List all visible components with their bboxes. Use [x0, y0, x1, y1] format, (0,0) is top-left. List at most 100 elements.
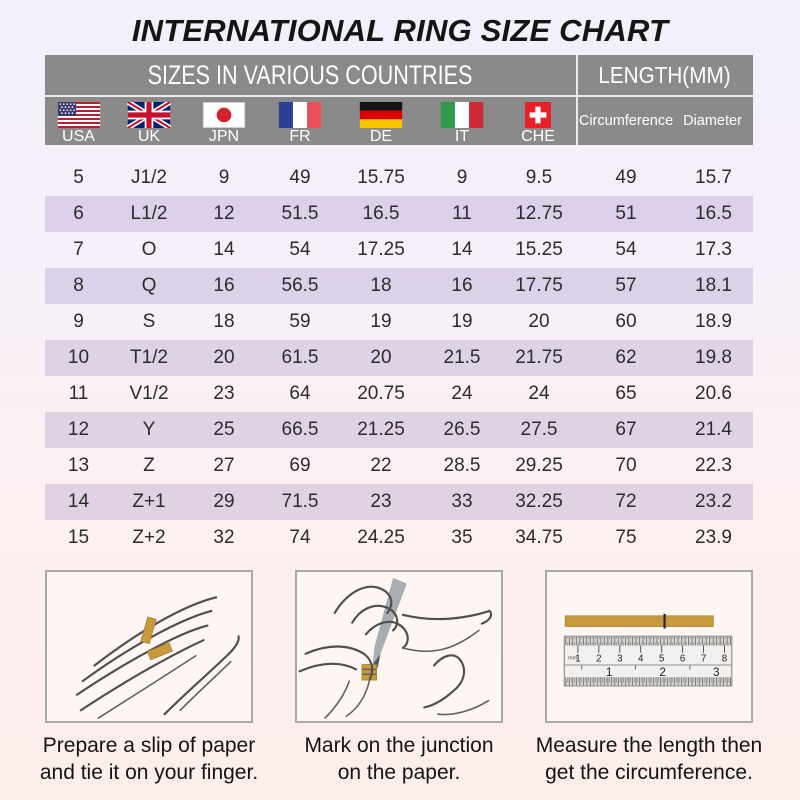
size-chart-header: SIZES IN VARIOUS COUNTRIES LENGTH(MM): [45, 55, 753, 145]
size-cell: 51: [615, 203, 637, 224]
size-cell: 75: [615, 527, 637, 548]
ruler-cm-number: 3: [617, 654, 622, 665]
ruler-cm-number: 4: [638, 654, 644, 665]
header-group-row: SIZES IN VARIOUS COUNTRIES LENGTH(MM): [45, 55, 753, 97]
table-row: 9 S 18 59 19 19 20 60 18.9: [45, 304, 753, 340]
size-cell: 17.75: [515, 275, 563, 296]
size-cell: 35: [451, 527, 473, 548]
size-cell: 32.25: [515, 491, 563, 512]
hand-with-paper-illustration: [75, 596, 240, 719]
size-cell: 24.25: [357, 527, 405, 548]
size-cell: 62: [615, 347, 637, 368]
size-cell: 9: [218, 167, 230, 188]
size-cell: L1/2: [130, 203, 168, 224]
table-row: 10 T1/2 20 61.5 20 21.5 21.75 62 19.8: [45, 340, 753, 376]
size-cell: Z: [143, 455, 155, 476]
size-cell: 49: [289, 167, 311, 188]
size-cell: 24: [528, 383, 550, 404]
size-cell: V1/2: [129, 383, 169, 404]
size-cell: 14: [67, 491, 90, 512]
size-cell: 13: [67, 455, 90, 476]
caption-line: on the paper.: [337, 761, 461, 784]
size-cell: 20: [213, 347, 235, 368]
flag-cell-it: IT: [424, 97, 500, 145]
instruction-caption-2: Mark on the junction on the paper.: [277, 732, 521, 786]
size-cell: Y: [142, 419, 156, 440]
flag-cell-che: CHE: [500, 97, 576, 145]
size-cell: 7: [73, 239, 84, 260]
size-cell: 71.5: [281, 491, 319, 512]
size-cell: 23.2: [695, 491, 732, 512]
flags-row: USA UK: [45, 97, 578, 145]
uk-flag-icon: [127, 102, 171, 128]
instruction-box-3: 1 2 3 4 5 6 7 8 mm: [545, 570, 753, 723]
size-cell: 11: [68, 383, 89, 404]
flag-label-de: DE: [369, 128, 393, 145]
size-cell: 33: [451, 491, 473, 512]
size-cell: 18.1: [695, 275, 732, 296]
size-cell: 15.25: [515, 239, 563, 260]
ruler-unit-label: mm: [568, 656, 577, 662]
size-cell: 54: [289, 239, 311, 260]
size-cell: 21.75: [515, 347, 563, 368]
size-cell: 22.3: [695, 455, 732, 476]
size-cell: 25: [213, 419, 235, 440]
germany-flag-icon: [359, 102, 403, 128]
size-cell: 19.8: [695, 347, 732, 368]
caption-line: Prepare a slip of paper: [42, 734, 256, 757]
header-length-section: LENGTH(MM): [578, 55, 751, 95]
size-cell: 9: [73, 311, 84, 332]
header-sizes-label: SIZES IN VARIOUS COUNTRIES: [148, 59, 473, 90]
table-row: 7 O 14 54 17.25 14 15.25 54 17.3: [45, 232, 753, 268]
caption-line: Measure the length then: [535, 734, 763, 757]
size-cell: 67: [615, 419, 637, 440]
table-row: 6 L1/2 12 51.5 16.5 11 12.75 51 16.5: [45, 196, 753, 232]
size-cell: 32: [213, 527, 235, 548]
size-cell: Z+2: [132, 527, 166, 548]
flag-label-it: IT: [454, 128, 470, 145]
size-chart-table: 5 J1/2 9 49 15.75 9 9.5 49 15.7 6 L1/2 12 51.5 16.5 11…: [45, 160, 753, 556]
instruction-step-3: 1 2 3 4 5 6 7 8 mm: [536, 570, 762, 786]
size-cell: 16.5: [695, 203, 732, 224]
size-cell: 70: [615, 455, 637, 476]
header-country-row: USA UK: [45, 97, 753, 145]
size-cell: 57: [615, 275, 637, 296]
size-cell: 20: [370, 347, 392, 368]
size-cell: 26.5: [443, 419, 481, 440]
hand-marking-illustration: [298, 577, 493, 719]
instruction-box-2: [295, 570, 503, 723]
size-cell: 66.5: [281, 419, 319, 440]
size-cell: 51.5: [281, 203, 319, 224]
size-cell: 23: [213, 383, 235, 404]
table-row: 12 Y 25 66.5 21.25 26.5 27.5 67 21.4: [45, 412, 753, 448]
flag-label-usa: USA: [62, 128, 95, 145]
size-cell: 54: [615, 239, 637, 260]
size-cell: S: [142, 311, 156, 332]
flag-label-che: CHE: [521, 128, 555, 145]
size-cell: 14: [213, 239, 235, 260]
flag-cell-de: DE: [338, 97, 424, 145]
ruler-cm-number: 7: [701, 654, 706, 665]
size-cell: 20.6: [695, 383, 732, 404]
size-cell: 16: [451, 275, 473, 296]
instruction-caption-3: Measure the length then get the circumfe…: [527, 732, 771, 786]
size-cell: 34.75: [515, 527, 563, 548]
flag-label-jpn: JPN: [208, 128, 240, 145]
size-cell: 56.5: [281, 275, 319, 296]
flag-cell-uk: UK: [112, 97, 186, 145]
circumference-header: Circumference: [578, 113, 674, 129]
size-cell: 12: [67, 419, 90, 440]
size-table-body: 5 J1/2 9 49 15.75 9 9.5 49 15.7 6 L1/2 12 51.5 16.5 11…: [45, 160, 753, 556]
size-cell: 24: [451, 383, 473, 404]
size-cell: 21.25: [357, 419, 405, 440]
measuring-instructions: Prepare a slip of paper and tie it on yo…: [40, 570, 762, 786]
size-cell: 21.4: [695, 419, 732, 440]
size-cell: 22: [370, 455, 392, 476]
flag-cell-usa: USA: [45, 97, 112, 145]
size-cell: 9.5: [525, 167, 553, 188]
size-cell: 9: [456, 167, 468, 188]
instruction-step-2: Mark on the junction on the paper.: [295, 570, 503, 786]
size-cell: 59: [289, 311, 311, 332]
usa-flag-icon: [57, 102, 100, 128]
